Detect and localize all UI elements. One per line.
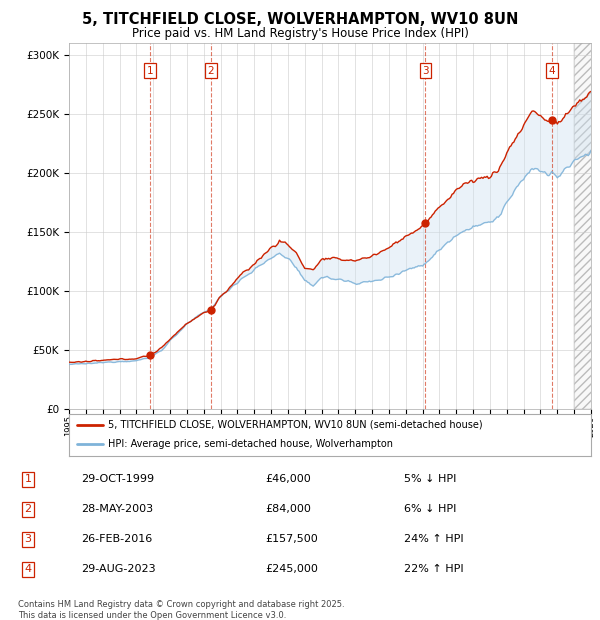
- Text: 1: 1: [147, 66, 154, 76]
- Text: 24% ↑ HPI: 24% ↑ HPI: [404, 534, 463, 544]
- Text: £46,000: £46,000: [265, 474, 311, 484]
- Text: 29-AUG-2023: 29-AUG-2023: [81, 564, 156, 574]
- Text: 2: 2: [25, 504, 32, 514]
- Text: Contains HM Land Registry data © Crown copyright and database right 2025.
This d: Contains HM Land Registry data © Crown c…: [18, 600, 344, 619]
- Text: 4: 4: [548, 66, 555, 76]
- Bar: [574, 43, 599, 409]
- Text: 22% ↑ HPI: 22% ↑ HPI: [404, 564, 463, 574]
- Text: 5, TITCHFIELD CLOSE, WOLVERHAMPTON, WV10 8UN: 5, TITCHFIELD CLOSE, WOLVERHAMPTON, WV10…: [82, 12, 518, 27]
- Text: 6% ↓ HPI: 6% ↓ HPI: [404, 504, 456, 514]
- Text: £84,000: £84,000: [265, 504, 311, 514]
- Text: 4: 4: [25, 564, 32, 574]
- Text: 3: 3: [25, 534, 32, 544]
- Text: Price paid vs. HM Land Registry's House Price Index (HPI): Price paid vs. HM Land Registry's House …: [131, 27, 469, 40]
- Text: 5% ↓ HPI: 5% ↓ HPI: [404, 474, 456, 484]
- Text: 26-FEB-2016: 26-FEB-2016: [81, 534, 152, 544]
- Text: 28-MAY-2003: 28-MAY-2003: [81, 504, 153, 514]
- Text: £245,000: £245,000: [265, 564, 319, 574]
- Text: HPI: Average price, semi-detached house, Wolverhampton: HPI: Average price, semi-detached house,…: [108, 439, 393, 449]
- Text: 1: 1: [25, 474, 32, 484]
- Text: 2: 2: [208, 66, 214, 76]
- Text: 3: 3: [422, 66, 429, 76]
- Text: £157,500: £157,500: [265, 534, 318, 544]
- Text: 29-OCT-1999: 29-OCT-1999: [81, 474, 154, 484]
- Text: 5, TITCHFIELD CLOSE, WOLVERHAMPTON, WV10 8UN (semi-detached house): 5, TITCHFIELD CLOSE, WOLVERHAMPTON, WV10…: [108, 420, 483, 430]
